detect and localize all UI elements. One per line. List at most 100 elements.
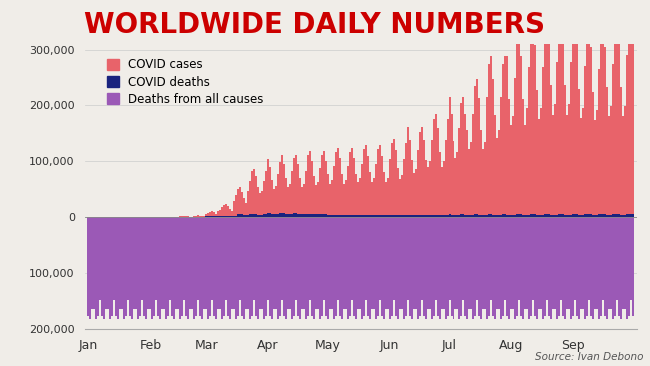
Bar: [582, 108, 584, 217]
Bar: [536, 217, 538, 320]
Bar: [482, 215, 484, 217]
Bar: [221, 216, 223, 217]
Bar: [606, 214, 608, 217]
Bar: [552, 217, 554, 309]
Bar: [331, 180, 333, 217]
Bar: [285, 214, 287, 217]
Bar: [223, 216, 225, 217]
Bar: [562, 217, 564, 315]
Bar: [490, 56, 493, 217]
Bar: [473, 214, 474, 217]
Bar: [574, 38, 576, 217]
Bar: [241, 192, 243, 217]
Bar: [365, 214, 367, 217]
Bar: [237, 189, 239, 217]
Bar: [351, 214, 353, 217]
Bar: [419, 217, 421, 315]
Bar: [614, 217, 616, 315]
Bar: [377, 215, 379, 217]
Bar: [269, 167, 271, 217]
Bar: [309, 217, 311, 300]
Bar: [510, 215, 512, 217]
Bar: [193, 216, 195, 217]
Bar: [460, 217, 462, 315]
Bar: [484, 217, 486, 309]
Bar: [370, 182, 372, 217]
Bar: [564, 86, 566, 217]
Bar: [428, 215, 430, 217]
Bar: [305, 171, 307, 217]
Bar: [592, 92, 594, 217]
Bar: [333, 217, 335, 320]
Bar: [211, 212, 213, 217]
Bar: [370, 215, 372, 217]
Bar: [207, 216, 209, 217]
Bar: [596, 217, 598, 309]
Bar: [273, 217, 275, 309]
Bar: [452, 215, 454, 217]
Bar: [229, 216, 231, 217]
Bar: [307, 214, 309, 217]
Bar: [422, 217, 424, 315]
Bar: [528, 214, 530, 217]
Bar: [193, 217, 195, 320]
Bar: [291, 217, 293, 320]
Bar: [325, 217, 327, 315]
Bar: [395, 215, 396, 217]
Bar: [105, 217, 107, 309]
Bar: [372, 217, 374, 309]
Bar: [301, 187, 303, 217]
Bar: [469, 215, 471, 217]
Bar: [458, 217, 460, 320]
Bar: [339, 158, 341, 217]
Bar: [548, 214, 551, 217]
Bar: [572, 214, 574, 217]
Bar: [504, 217, 506, 300]
Bar: [560, 217, 562, 300]
Bar: [467, 217, 469, 320]
Bar: [279, 213, 281, 217]
Bar: [497, 215, 499, 217]
Bar: [405, 217, 407, 315]
Bar: [383, 215, 385, 217]
Bar: [239, 187, 241, 217]
Bar: [514, 214, 516, 217]
Bar: [490, 214, 493, 217]
Bar: [309, 214, 311, 217]
Bar: [398, 215, 400, 217]
Bar: [448, 97, 450, 217]
Bar: [265, 214, 267, 217]
Bar: [215, 217, 217, 320]
Bar: [255, 176, 257, 217]
Bar: [606, 217, 608, 320]
Bar: [113, 217, 116, 300]
Legend: COVID cases, COVID deaths, Deaths from all causes: COVID cases, COVID deaths, Deaths from a…: [107, 59, 264, 106]
Bar: [558, 38, 560, 217]
Bar: [628, 217, 630, 315]
Bar: [441, 217, 443, 309]
Bar: [257, 214, 259, 217]
Bar: [620, 87, 622, 217]
Bar: [445, 215, 447, 217]
Bar: [233, 201, 235, 217]
Bar: [287, 187, 289, 217]
Bar: [409, 215, 411, 217]
Bar: [598, 69, 600, 217]
Bar: [150, 217, 151, 309]
Bar: [374, 164, 377, 217]
Bar: [402, 217, 405, 320]
Bar: [116, 217, 118, 315]
Bar: [554, 104, 556, 217]
Bar: [189, 217, 191, 309]
Bar: [632, 38, 634, 217]
Bar: [430, 140, 432, 217]
Bar: [273, 214, 275, 217]
Bar: [580, 215, 582, 217]
Bar: [301, 214, 303, 217]
Bar: [359, 178, 361, 217]
Bar: [313, 217, 315, 320]
Bar: [155, 217, 157, 300]
Bar: [568, 217, 570, 309]
Bar: [536, 215, 538, 217]
Bar: [456, 217, 458, 309]
